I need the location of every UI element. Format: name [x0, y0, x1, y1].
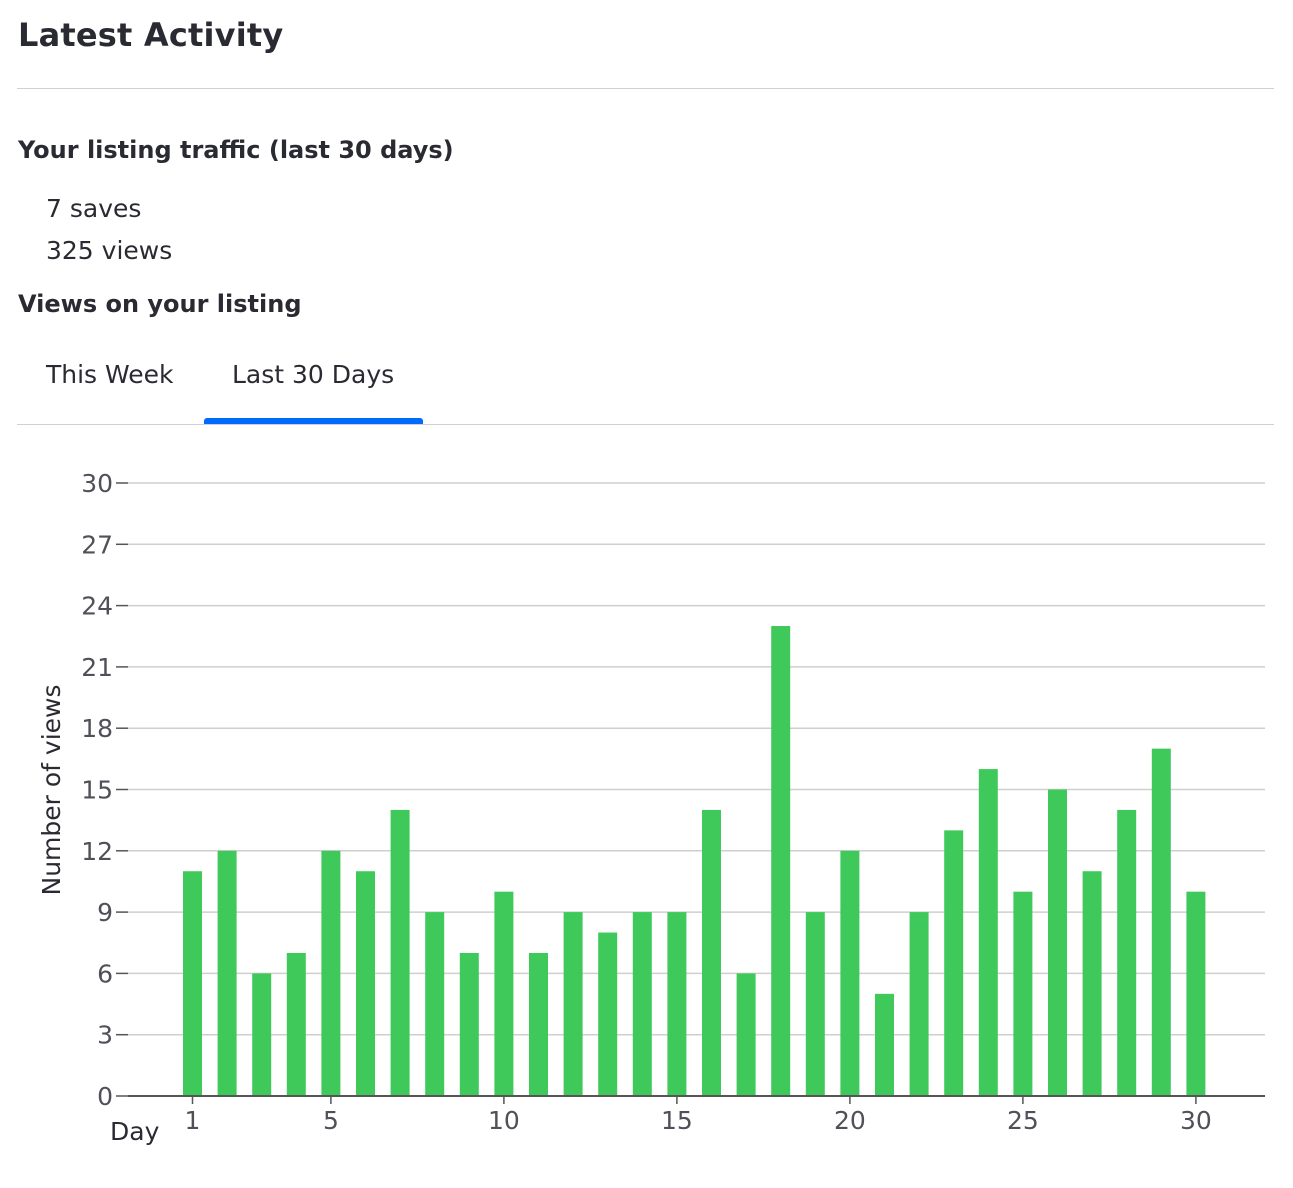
x-tick-label: 10: [488, 1106, 520, 1135]
y-tick-label: 27: [81, 530, 113, 559]
bar-day-29: [1151, 748, 1171, 1096]
tab-last-30-days[interactable]: Last 30 Days: [232, 360, 395, 389]
y-tick-label: 12: [81, 837, 113, 866]
header-divider: [17, 88, 1274, 89]
bar-day-17: [736, 973, 756, 1096]
y-tick-label: 24: [81, 592, 113, 621]
bar-day-14: [632, 912, 652, 1096]
y-tick-label: 30: [81, 469, 113, 498]
page-title: Latest Activity: [18, 16, 284, 54]
bar-day-21: [875, 993, 894, 1096]
bar-day-16: [702, 809, 721, 1096]
x-tick-label: 1: [185, 1106, 201, 1135]
bar-day-9: [459, 952, 479, 1096]
bar-day-19: [805, 912, 825, 1096]
y-tick-label: 9: [97, 898, 113, 927]
bar-day-12: [563, 912, 583, 1096]
x-axis-label: Day: [110, 1117, 160, 1146]
bar-day-23: [944, 830, 964, 1096]
bar-day-22: [909, 912, 929, 1096]
active-tab-indicator: [204, 418, 423, 425]
bar-day-18: [771, 626, 791, 1096]
x-tick-label: 30: [1180, 1106, 1212, 1135]
bar-day-2: [217, 850, 237, 1096]
bar-day-11: [529, 952, 548, 1096]
bar-day-4: [286, 952, 306, 1096]
bar-day-6: [356, 871, 375, 1096]
bar-day-7: [390, 809, 410, 1096]
tab-this-week[interactable]: This Week: [46, 360, 174, 389]
bar-day-26: [1048, 789, 1067, 1096]
y-axis-label: Number of views: [37, 684, 66, 895]
y-tick-label: 15: [81, 776, 113, 805]
bar-day-5: [321, 850, 341, 1096]
y-tick-label: 0: [97, 1082, 113, 1111]
x-tick-label: 25: [1007, 1106, 1039, 1135]
bar-day-28: [1117, 809, 1137, 1096]
y-tick-label: 6: [97, 959, 113, 988]
bar-day-15: [667, 912, 687, 1096]
bar-day-13: [598, 932, 618, 1096]
y-tick-label: 21: [81, 653, 113, 682]
bar-day-27: [1082, 871, 1102, 1096]
tabs-divider: [17, 424, 1274, 425]
x-tick-label: 5: [323, 1106, 339, 1135]
x-tick-label: 20: [834, 1106, 866, 1135]
bar-day-30: [1186, 891, 1206, 1096]
bar-day-8: [425, 912, 445, 1096]
views-count: 325 views: [46, 236, 173, 265]
bar-day-24: [978, 769, 998, 1096]
y-tick-label: 18: [81, 714, 113, 743]
bar-day-1: [183, 871, 202, 1096]
saves-count: 7 saves: [46, 194, 142, 223]
bar-day-3: [252, 973, 272, 1096]
bar-day-25: [1013, 891, 1033, 1096]
y-tick-label: 3: [97, 1021, 113, 1050]
views-heading: Views on your listing: [18, 290, 302, 318]
bar-day-20: [840, 850, 860, 1096]
bar-day-10: [494, 891, 514, 1096]
x-tick-label: 15: [661, 1106, 693, 1135]
traffic-heading: Your listing traffic (last 30 days): [18, 136, 454, 164]
